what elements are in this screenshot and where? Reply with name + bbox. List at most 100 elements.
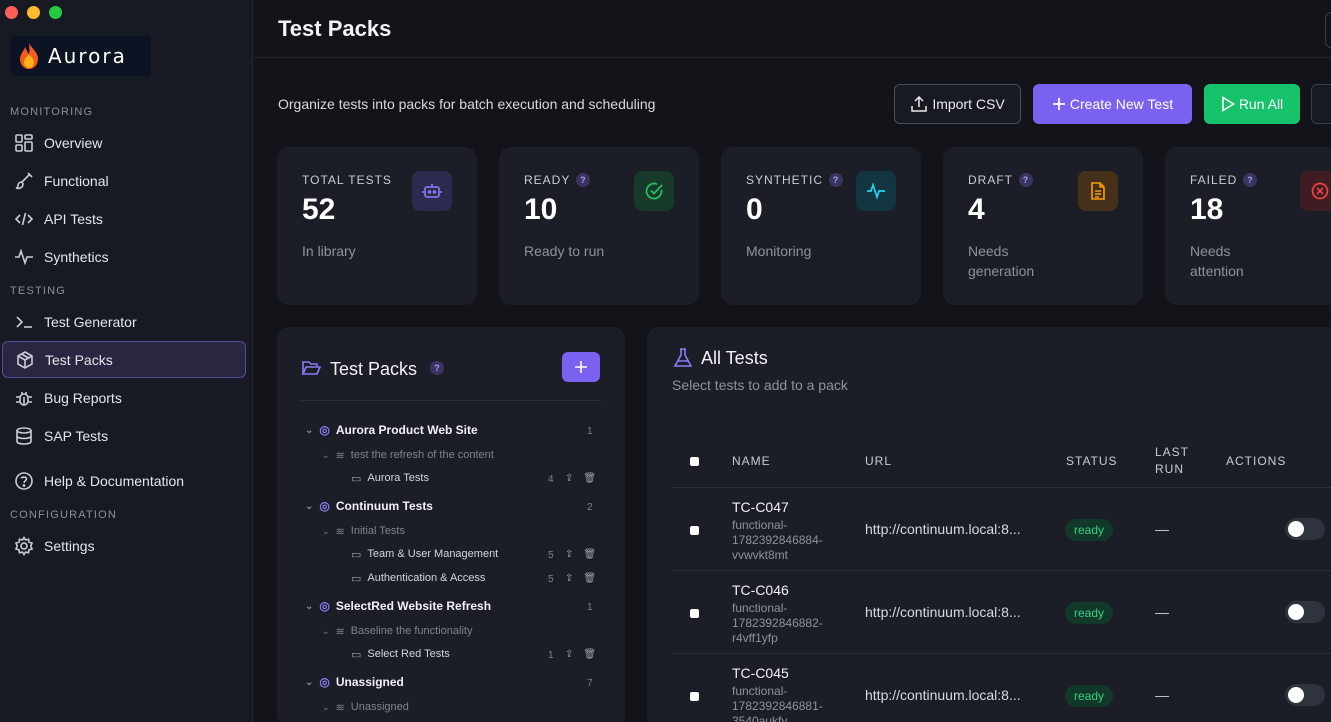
stat-value: 52: [302, 193, 336, 226]
enable-toggle[interactable]: [1285, 684, 1325, 706]
column-header-name[interactable]: NAME: [732, 454, 771, 468]
test-name[interactable]: TC-C045: [732, 665, 789, 681]
help-icon[interactable]: ?: [1243, 173, 1258, 187]
tree-count: 5: [548, 574, 554, 585]
chevron-down-icon[interactable]: ⌄: [305, 676, 314, 688]
tree-pack[interactable]: ▭ Authentication & Access: [351, 572, 486, 585]
tree-project[interactable]: ⌄ ◎ SelectRed Website Refresh: [305, 599, 492, 613]
flame-icon: [20, 43, 38, 69]
more-actions-button[interactable]: [1311, 84, 1331, 124]
sidebar-item-overview[interactable]: Overview: [2, 124, 246, 161]
help-icon[interactable]: ?: [576, 173, 591, 187]
tree-pack[interactable]: ▭ Select Red Tests: [351, 648, 450, 661]
divider: [301, 400, 601, 401]
sidebar-item-bug-reports[interactable]: Bug Reports: [2, 379, 246, 416]
add-pack-button[interactable]: [562, 352, 600, 382]
sidebar-item-test-packs[interactable]: Test Packs: [2, 341, 246, 378]
last-run-value: —: [1155, 687, 1169, 703]
column-header-url[interactable]: URL: [865, 454, 893, 468]
tree-group[interactable]: ⌄ ≋ Initial Tests: [322, 525, 405, 538]
chevron-down-icon[interactable]: ⌄: [322, 525, 330, 536]
divider: [672, 570, 1331, 571]
sidebar-item-label: Bug Reports: [44, 389, 122, 406]
stat-subtext: Ready to run: [524, 243, 605, 259]
stat-card-total-tests: TOTAL TESTS 52 In library: [277, 147, 477, 305]
export-icon[interactable]: ⇪: [565, 573, 574, 584]
tree-project[interactable]: ⌄ ◎ Continuum Tests: [305, 499, 433, 513]
row-checkbox[interactable]: [690, 609, 699, 618]
enable-toggle[interactable]: [1285, 601, 1325, 623]
export-icon[interactable]: ⇪: [565, 549, 574, 560]
tree-group[interactable]: ⌄ ≋ test the refresh of the content: [322, 449, 494, 462]
sidebar-item-functional[interactable]: Functional: [2, 162, 246, 199]
status-badge: ready: [1065, 685, 1114, 707]
stat-label: DRAFT?: [968, 173, 1033, 187]
column-header-status[interactable]: STATUS: [1066, 454, 1118, 468]
sidebar-item-help[interactable]: Help & Documentation: [2, 462, 246, 499]
test-url[interactable]: http://continuum.local:8...: [865, 521, 1021, 537]
chevron-down-icon[interactable]: ⌄: [322, 625, 330, 636]
trash-icon[interactable]: 🗑: [583, 473, 597, 484]
run-all-button[interactable]: Run All: [1204, 84, 1300, 124]
tree-group[interactable]: ⌄ ≋ Unassigned: [322, 701, 409, 714]
sidebar-item-sap-tests[interactable]: SAP Tests: [2, 417, 246, 454]
row-checkbox[interactable]: [690, 692, 699, 701]
app-logo[interactable]: Aurora: [10, 36, 151, 76]
sidebar-item-label: Test Packs: [45, 351, 113, 368]
pack-actions: ⇪ 🗑: [565, 649, 596, 660]
test-name[interactable]: TC-C047: [732, 499, 789, 515]
test-url[interactable]: http://continuum.local:8...: [865, 604, 1021, 620]
divider: [672, 487, 1331, 488]
folder-icon: ▭: [351, 572, 362, 585]
target-icon: ◎: [319, 423, 330, 437]
chevron-down-icon[interactable]: ⌄: [305, 600, 314, 612]
help-icon[interactable]: ?: [1019, 173, 1033, 187]
create-new-test-button[interactable]: Create New Test: [1033, 84, 1192, 124]
help-icon[interactable]: ?: [430, 361, 444, 375]
enable-toggle[interactable]: [1285, 518, 1325, 540]
chevron-down-icon[interactable]: ⌄: [322, 701, 330, 712]
sidebar-item-synthetics[interactable]: Synthetics: [2, 238, 246, 275]
sidebar-item-api-tests[interactable]: API Tests: [2, 200, 246, 237]
tree-project[interactable]: ⌄ ◎ Aurora Product Web Site: [305, 423, 478, 437]
column-header-last-run[interactable]: LAST RUN: [1155, 445, 1190, 476]
minimize-window-button[interactable]: [27, 6, 40, 19]
trash-icon[interactable]: 🗑: [583, 549, 597, 560]
zoom-window-button[interactable]: [49, 6, 62, 19]
help-icon[interactable]: ?: [829, 173, 844, 187]
chevron-down-icon[interactable]: ⌄: [305, 424, 314, 436]
top-bar: Test Packs: [254, 0, 1331, 58]
gear-icon: [14, 535, 34, 556]
layers-icon: ≋: [335, 449, 345, 462]
select-all-checkbox[interactable]: [690, 457, 699, 466]
tree-group[interactable]: ⌄ ≋ Baseline the functionality: [322, 625, 473, 638]
import-csv-button[interactable]: Import CSV: [894, 84, 1021, 124]
pack-actions: ⇪ 🗑: [565, 549, 596, 560]
tree-pack[interactable]: ▭ Aurora Tests: [351, 472, 429, 485]
tree-project[interactable]: ⌄ ◎ Unassigned: [305, 675, 404, 689]
row-checkbox[interactable]: [690, 526, 699, 535]
layers-icon: ≋: [335, 701, 345, 714]
user-menu-button[interactable]: [1325, 12, 1331, 48]
trash-icon[interactable]: 🗑: [583, 649, 597, 660]
test-name[interactable]: TC-C046: [732, 582, 789, 598]
tree-pack[interactable]: ▭ Team & User Management: [351, 548, 499, 561]
export-icon[interactable]: ⇪: [565, 473, 574, 484]
stat-card-synthetic: SYNTHETIC? 0 Monitoring: [721, 147, 921, 305]
sidebar-item-settings[interactable]: Settings: [2, 527, 246, 564]
sidebar-item-label: SAP Tests: [44, 427, 109, 444]
test-url[interactable]: http://continuum.local:8...: [865, 687, 1021, 703]
close-window-button[interactable]: [5, 6, 18, 19]
folder-icon: ▭: [351, 648, 362, 661]
section-testing: TESTING: [10, 285, 67, 297]
bug-icon: [16, 391, 32, 406]
sidebar: Aurora MONITORING Overview Functional AP…: [0, 0, 253, 722]
sidebar-item-test-generator[interactable]: Test Generator: [2, 303, 246, 340]
export-icon[interactable]: ⇪: [565, 649, 574, 660]
trash-icon[interactable]: 🗑: [583, 573, 597, 584]
package-icon: [17, 350, 33, 369]
chevron-down-icon[interactable]: ⌄: [305, 500, 314, 512]
chevron-down-icon[interactable]: ⌄: [322, 449, 330, 460]
tree-count: 2: [587, 502, 593, 513]
window-controls: [5, 6, 62, 19]
